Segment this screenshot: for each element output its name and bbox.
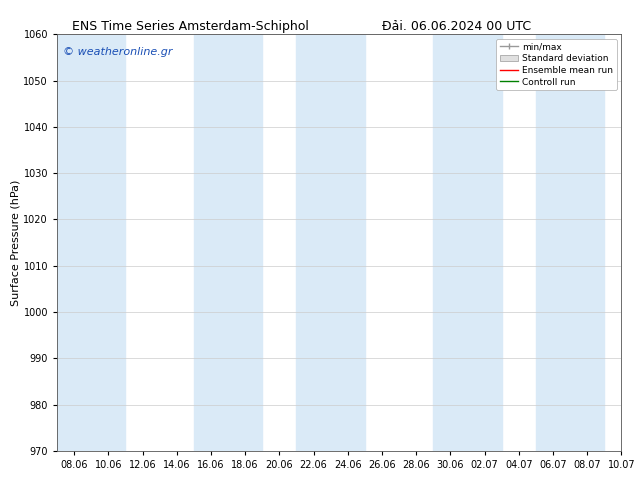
Text: Đải. 06.06.2024 00 UTC: Đải. 06.06.2024 00 UTC: [382, 20, 531, 33]
Legend: min/max, Standard deviation, Ensemble mean run, Controll run: min/max, Standard deviation, Ensemble me…: [496, 39, 617, 90]
Bar: [57, 34, 126, 451]
Text: ENS Time Series Amsterdam-Schiphol: ENS Time Series Amsterdam-Schiphol: [72, 20, 309, 33]
Bar: [194, 34, 262, 451]
Text: © weatheronline.gr: © weatheronline.gr: [63, 47, 172, 57]
Bar: [433, 34, 501, 451]
Bar: [536, 34, 604, 451]
Bar: [297, 34, 365, 451]
Y-axis label: Surface Pressure (hPa): Surface Pressure (hPa): [11, 179, 21, 306]
